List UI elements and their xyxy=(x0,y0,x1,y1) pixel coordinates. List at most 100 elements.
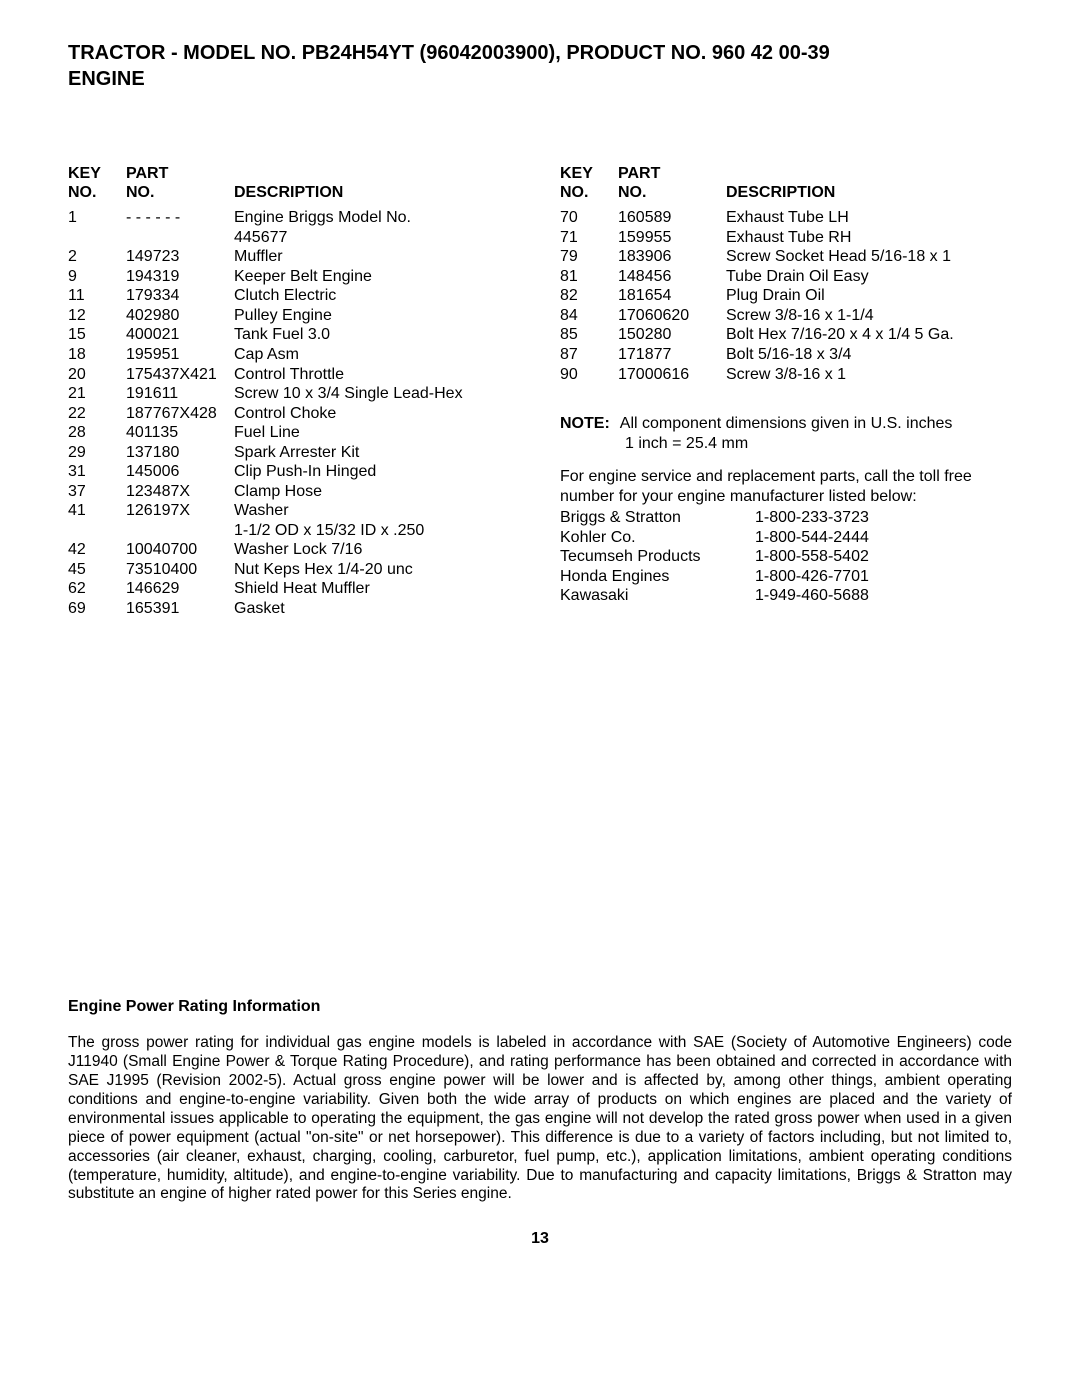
cell-description: Washer Lock 7/16 xyxy=(234,540,520,560)
header-description: DESCRIPTION xyxy=(726,164,1012,202)
table-row: 22187767X428Control Choke xyxy=(68,404,520,424)
cell-description: Tube Drain Oil Easy xyxy=(726,267,1012,287)
cell-part-no: 400021 xyxy=(126,325,234,345)
manufacturer-name: Honda Engines xyxy=(560,567,755,587)
cell-key-no: 37 xyxy=(68,482,126,502)
table-row: 445677 xyxy=(68,228,520,248)
table-row: 62146629Shield Heat Muffler xyxy=(68,579,520,599)
manufacturer-row: Tecumseh Products1-800-558-5402 xyxy=(560,547,1012,567)
cell-key-no: 42 xyxy=(68,540,126,560)
cell-part-no: 402980 xyxy=(126,306,234,326)
cell-part-no xyxy=(126,521,234,541)
cell-part-no: 10040700 xyxy=(126,540,234,560)
manufacturer-name: Tecumseh Products xyxy=(560,547,755,567)
cell-description: Plug Drain Oil xyxy=(726,286,1012,306)
table-row: 21191611Screw 10 x 3/4 Single Lead-Hex xyxy=(68,384,520,404)
cell-description: Engine Briggs Model No. xyxy=(234,208,520,228)
manufacturer-row: Honda Engines1-800-426-7701 xyxy=(560,567,1012,587)
cell-part-no: 148456 xyxy=(618,267,726,287)
cell-part-no: 175437X421 xyxy=(126,365,234,385)
cell-key-no: 85 xyxy=(560,325,618,345)
cell-key-no: 69 xyxy=(68,599,126,619)
table-row: 20175437X421Control Throttle xyxy=(68,365,520,385)
table-header-left: KEY NO. PART NO. DESCRIPTION xyxy=(68,164,520,202)
table-row: 9017000616Screw 3/8-16 x 1 xyxy=(560,365,1012,385)
cell-description: Tank Fuel 3.0 xyxy=(234,325,520,345)
table-body-left: 1- - - - - -Engine Briggs Model No.44567… xyxy=(68,208,520,618)
rating-section: Engine Power Rating Information The gros… xyxy=(68,998,1012,1204)
table-row: 71159955Exhaust Tube RH xyxy=(560,228,1012,248)
cell-description: Screw 3/8-16 x 1 xyxy=(726,365,1012,385)
document-title: TRACTOR - MODEL NO. PB24H54YT (960420039… xyxy=(68,40,1012,92)
table-row: 69165391Gasket xyxy=(68,599,520,619)
cell-description: Screw Socket Head 5/16-18 x 1 xyxy=(726,247,1012,267)
title-line-1: TRACTOR - MODEL NO. PB24H54YT (960420039… xyxy=(68,40,1012,66)
cell-description: Control Throttle xyxy=(234,365,520,385)
cell-key-no: 62 xyxy=(68,579,126,599)
table-row: 9194319Keeper Belt Engine xyxy=(68,267,520,287)
rating-title: Engine Power Rating Information xyxy=(68,998,1012,1016)
parts-table-right: KEY NO. PART NO. DESCRIPTION 70160589Exh… xyxy=(560,164,1012,618)
cell-part-no: 194319 xyxy=(126,267,234,287)
table-row: 11179334Clutch Electric xyxy=(68,286,520,306)
table-row: 79183906Screw Socket Head 5/16-18 x 1 xyxy=(560,247,1012,267)
table-row: 37123487XClamp Hose xyxy=(68,482,520,502)
note-line-2: 1 inch = 25.4 mm xyxy=(625,434,1012,454)
cell-description: Control Choke xyxy=(234,404,520,424)
cell-key-no: 82 xyxy=(560,286,618,306)
manufacturer-row: Kawasaki1-949-460-5688 xyxy=(560,586,1012,606)
table-row: 15400021Tank Fuel 3.0 xyxy=(68,325,520,345)
table-row: 1-1/2 OD x 15/32 ID x .250 xyxy=(68,521,520,541)
manufacturer-phone: 1-949-460-5688 xyxy=(755,586,869,606)
cell-part-no: 146629 xyxy=(126,579,234,599)
cell-part-no: 183906 xyxy=(618,247,726,267)
cell-description: Bolt 5/16-18 x 3/4 xyxy=(726,345,1012,365)
cell-part-no: 145006 xyxy=(126,462,234,482)
table-body-right: 70160589Exhaust Tube LH71159955Exhaust T… xyxy=(560,208,1012,384)
cell-key-no: 70 xyxy=(560,208,618,228)
table-header-right: KEY NO. PART NO. DESCRIPTION xyxy=(560,164,1012,202)
cell-description: 445677 xyxy=(234,228,520,248)
cell-key-no: 15 xyxy=(68,325,126,345)
header-key-no: KEY NO. xyxy=(560,164,618,202)
table-row: 85150280Bolt Hex 7/16-20 x 4 x 1/4 5 Ga. xyxy=(560,325,1012,345)
table-row: 70160589Exhaust Tube LH xyxy=(560,208,1012,228)
cell-key-no: 21 xyxy=(68,384,126,404)
cell-part-no: 401135 xyxy=(126,423,234,443)
cell-key-no: 41 xyxy=(68,501,126,521)
table-row: 81148456Tube Drain Oil Easy xyxy=(560,267,1012,287)
cell-description: Screw 10 x 3/4 Single Lead-Hex xyxy=(234,384,520,404)
header-part-no: PART NO. xyxy=(618,164,726,202)
cell-key-no: 31 xyxy=(68,462,126,482)
cell-part-no: - - - - - - xyxy=(126,208,234,228)
cell-key-no: 9 xyxy=(68,267,126,287)
cell-part-no: 149723 xyxy=(126,247,234,267)
cell-key-no: 1 xyxy=(68,208,126,228)
parts-tables-container: KEY NO. PART NO. DESCRIPTION 1- - - - - … xyxy=(68,164,1012,618)
table-row: 82181654Plug Drain Oil xyxy=(560,286,1012,306)
cell-key-no: 71 xyxy=(560,228,618,248)
cell-description: Exhaust Tube LH xyxy=(726,208,1012,228)
cell-part-no: 160589 xyxy=(618,208,726,228)
manufacturer-name: Kohler Co. xyxy=(560,528,755,548)
cell-description: Shield Heat Muffler xyxy=(234,579,520,599)
manufacturer-row: Briggs & Stratton1-800-233-3723 xyxy=(560,508,1012,528)
manufacturer-list: Briggs & Stratton1-800-233-3723Kohler Co… xyxy=(560,508,1012,606)
cell-description: Keeper Belt Engine xyxy=(234,267,520,287)
cell-part-no: 123487X xyxy=(126,482,234,502)
cell-key-no: 84 xyxy=(560,306,618,326)
cell-part-no: 195951 xyxy=(126,345,234,365)
cell-key-no: 45 xyxy=(68,560,126,580)
cell-part-no: 17000616 xyxy=(618,365,726,385)
cell-part-no xyxy=(126,228,234,248)
table-row: 8417060620Screw 3/8-16 x 1-1/4 xyxy=(560,306,1012,326)
parts-table-left: KEY NO. PART NO. DESCRIPTION 1- - - - - … xyxy=(68,164,520,618)
cell-part-no: 187767X428 xyxy=(126,404,234,424)
table-row: 4573510400Nut Keps Hex 1/4-20 unc xyxy=(68,560,520,580)
cell-description: Clamp Hose xyxy=(234,482,520,502)
cell-description: Bolt Hex 7/16-20 x 4 x 1/4 5 Ga. xyxy=(726,325,1012,345)
cell-part-no: 17060620 xyxy=(618,306,726,326)
table-row: 87171877Bolt 5/16-18 x 3/4 xyxy=(560,345,1012,365)
cell-description: Exhaust Tube RH xyxy=(726,228,1012,248)
manufacturer-phone: 1-800-233-3723 xyxy=(755,508,869,528)
